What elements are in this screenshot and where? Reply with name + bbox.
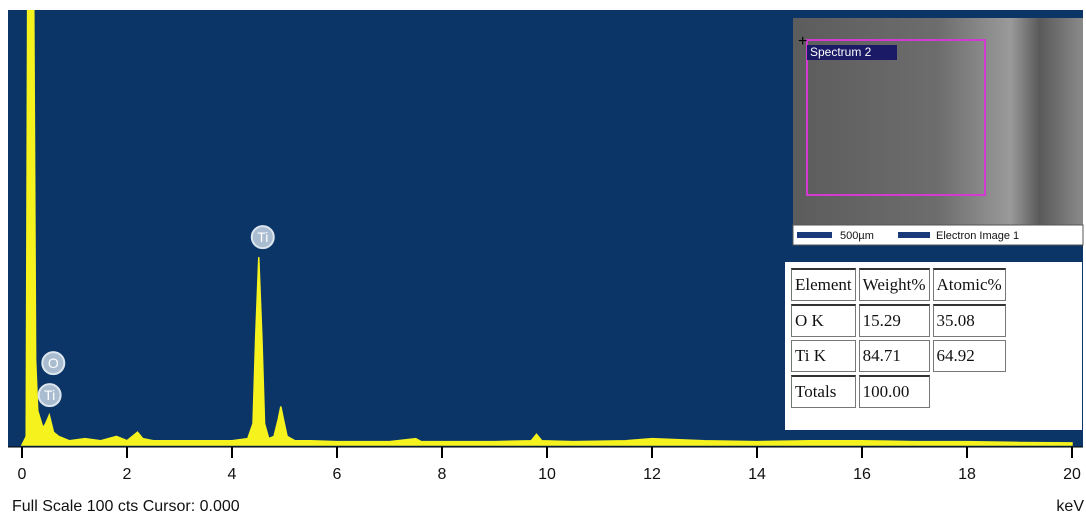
x-tick-label: 14	[748, 466, 766, 483]
x-tick-label: 20	[1063, 466, 1081, 483]
x-tick-label: 0	[18, 466, 27, 483]
spectrum	[20, 10, 1073, 446]
table-cell: 100.00	[858, 375, 930, 408]
selection-box	[806, 39, 986, 196]
table-header: Atomic%	[932, 268, 1006, 301]
table-empty	[933, 375, 1006, 408]
table-cell: 35.08	[932, 304, 1006, 337]
sem-image: Spectrum 2 + 500µm Electron Image 1	[792, 18, 1084, 246]
x-axis-label: keV	[1056, 498, 1084, 515]
scale-text: 500µm	[840, 230, 874, 242]
x-tick-label: 2	[123, 466, 132, 483]
peak-label: O	[48, 355, 59, 371]
table: Element Weight% Atomic% O K 15.29 35.08 Ti K…	[788, 265, 1009, 411]
table-cell: O K	[791, 304, 856, 337]
table-header: Element	[791, 268, 856, 301]
x-tick-label: 12	[643, 466, 661, 483]
x-tick-label: 18	[958, 466, 976, 483]
footer: Full Scale 100 cts Cursor: 0.000	[12, 498, 240, 515]
cursor-cross: +	[798, 33, 807, 50]
scale-bar	[797, 232, 832, 238]
peak-label-bubble	[37, 383, 62, 408]
scale-bar	[898, 232, 930, 238]
table-cell: 84.71	[858, 340, 930, 372]
x-tick-label: 16	[853, 466, 871, 483]
peak-label-bubble	[250, 225, 275, 250]
peak-label-bubble	[41, 351, 66, 376]
table-header: Weight%	[858, 268, 930, 301]
table-cell: Ti K	[791, 340, 856, 372]
x-tick-label: 8	[438, 466, 447, 483]
table-cell: Totals	[791, 375, 856, 408]
peak-label: Ti	[44, 387, 55, 403]
table-cell: 15.29	[858, 304, 930, 337]
image-caption: Electron Image 1	[936, 230, 1019, 242]
table-cell: 64.92	[932, 340, 1006, 372]
spectrum-label: Spectrum 2	[810, 45, 872, 59]
plot	[20, 10, 1073, 446]
label-box	[807, 45, 897, 60]
peak-label: Ti	[257, 229, 268, 245]
x-tick-label: 6	[333, 466, 342, 483]
scale-strip	[792, 224, 1084, 246]
results-table: Element Weight% Atomic% O K 15.29 35.08 Ti K…	[785, 262, 1082, 430]
x-tick-label: 4	[228, 466, 237, 483]
x-tick-label: 10	[538, 466, 556, 483]
